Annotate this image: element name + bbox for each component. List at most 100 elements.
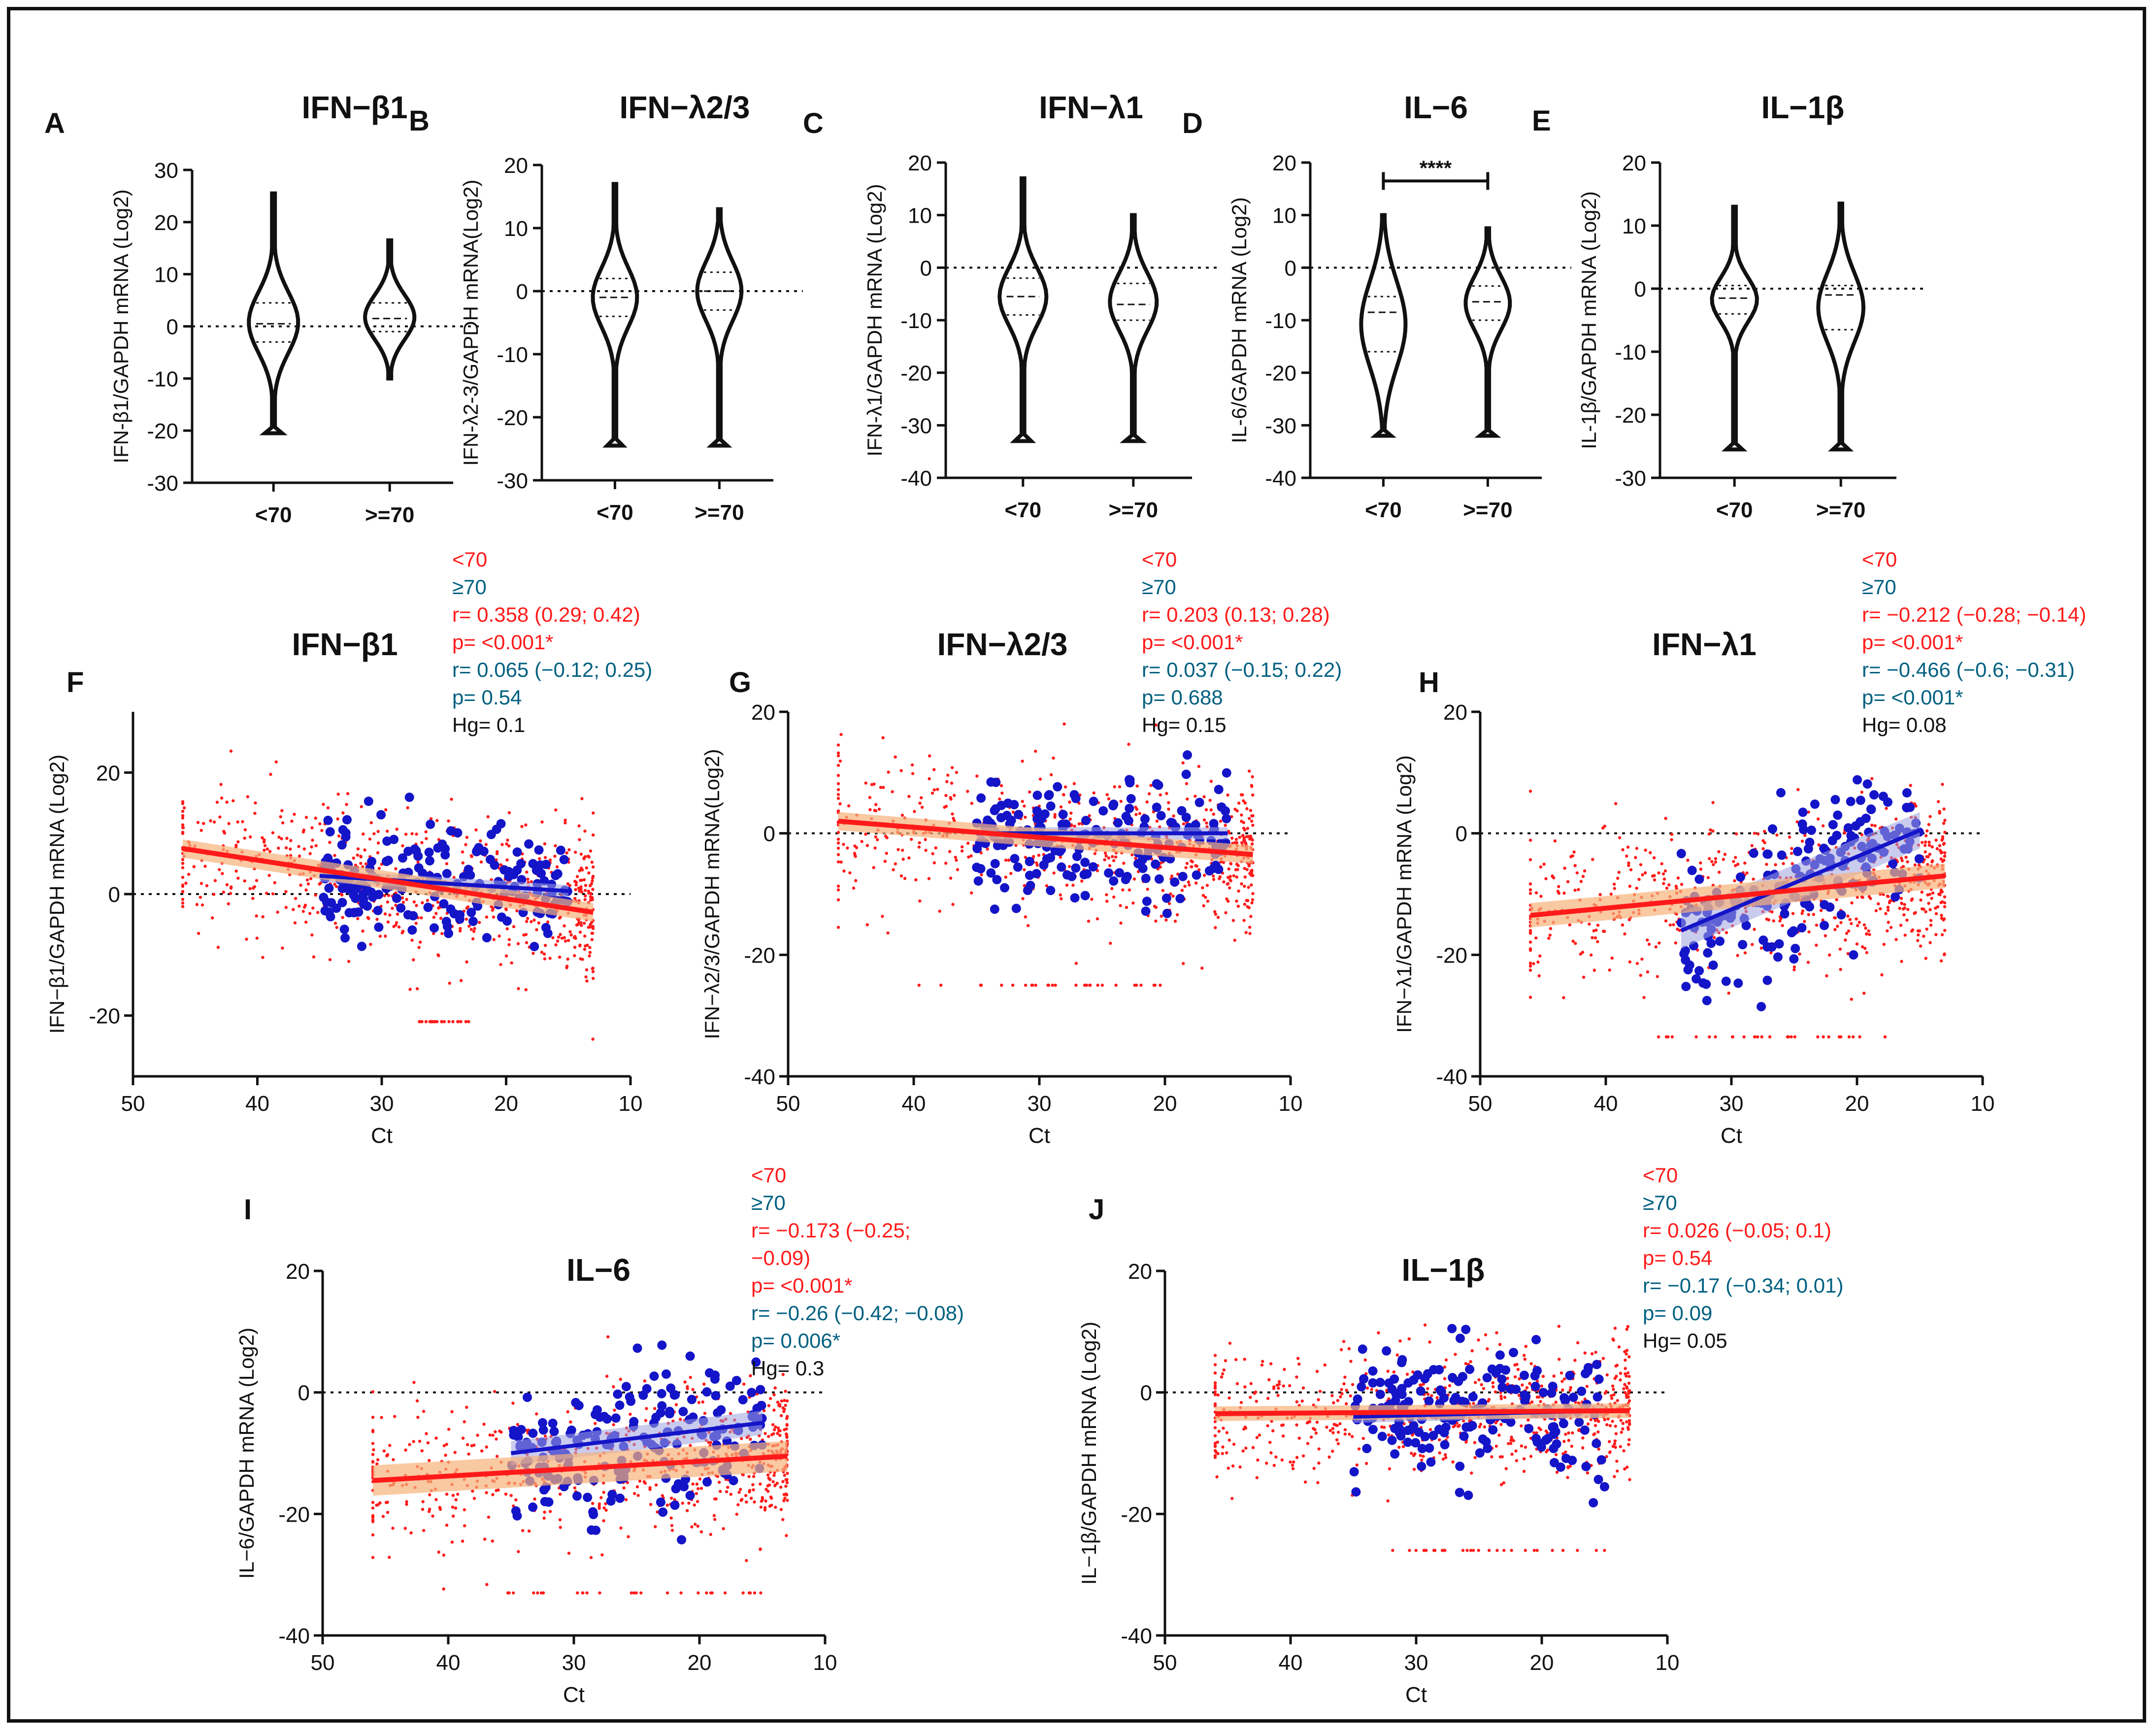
data-point-under-70 [484,843,488,846]
data-point-under-70 [199,882,203,885]
data-point-under-70 [425,837,428,840]
data-point-under-70 [200,903,204,907]
data-point-under-70 [326,806,330,810]
violin-under-70 [247,191,300,435]
data-point-under-70 [583,898,587,901]
data-point-under-70 [439,916,443,920]
data-point-under-70 [537,921,540,925]
chart-title-A: IFN−β1 [301,90,407,125]
data-point-under-70 [181,831,185,834]
data-point-under-70 [495,852,499,856]
data-point-under-70 [573,945,577,949]
data-point-under-70 [579,852,583,856]
y-tick-label: 0 [516,280,528,304]
data-point-under-70 [181,905,185,908]
y-tick-label: -10 [900,309,932,333]
data-point-under-70 [369,821,373,825]
x-tick-label: <70 [255,503,292,527]
data-point-under-70 [394,867,398,870]
data-point-under-70 [420,916,423,920]
data-point-under-70 [532,918,536,922]
data-point-under-70 [579,885,583,889]
data-point-under-70 [525,920,529,923]
data-point-under-70 [587,854,590,858]
data-point-under-70 [447,819,450,823]
data-point-under-70 [308,912,312,915]
data-point-under-70 [312,955,316,959]
data-point-under-70 [577,824,581,828]
data-point-under-70 [354,864,358,867]
data-point-under-70 [375,918,379,921]
data-point-under-70 [318,882,321,886]
data-point-under-70 [210,916,214,920]
data-point-under-70 [255,914,258,918]
data-point-under-70 [583,947,587,951]
data-point-under-70 [290,819,294,823]
data-point-under-70 [181,898,185,901]
data-point-under-70 [205,884,209,888]
data-point-under-70 [564,821,567,825]
data-point-under-70 [181,890,185,893]
data-point-under-70 [187,872,191,876]
data-point-under-70 [280,809,284,812]
data-point-under-70 [304,816,308,819]
data-point-under-70 [590,938,594,941]
y-tick-label: -20 [1265,362,1296,386]
data-point-under-70 [394,903,398,907]
x-tick-label: 50 [121,1092,145,1116]
data-point-under-70 [219,783,223,786]
data-point-under-70 [591,876,595,880]
data-point-under-70 [557,935,561,939]
data-point-under-70 [378,934,382,938]
data-point-under-70 [551,936,555,939]
data-point-under-70 [578,943,582,947]
data-point-under-70 [592,811,595,815]
y-tick-label: 20 [96,761,120,785]
data-point-under-70 [376,841,380,845]
x-tick-label: >=70 [1463,498,1512,522]
data-point-under-70 [459,979,463,982]
data-point-under-70 [362,832,365,836]
y-tick-label: -20 [89,1004,120,1029]
data-point-under-70 [517,987,520,991]
data-point-under-70 [516,942,520,945]
data-point-under-70 [578,838,581,841]
data-point-under-70 [580,797,584,800]
data-point-under-70 [216,945,220,949]
y-tick-label: 0 [108,883,120,907]
data-point-under-70 [558,955,562,959]
data-point-under-70 [308,852,312,856]
violin-over-70 [1463,226,1512,438]
data-point-under-70 [555,865,559,868]
data-point-under-70 [314,816,318,820]
y-tick-label: -20 [900,362,932,386]
data-point-under-70 [467,925,471,928]
data-point-under-70 [298,854,301,858]
data-point-under-70 [587,871,591,875]
data-point-under-70 [246,795,250,799]
y-axis-label: IFN−β1/GAPDH mRNA (Log2) [45,755,68,1034]
data-point-under-70 [383,894,387,898]
data-point-under-70 [591,865,595,869]
y-tick-label: -30 [497,469,528,493]
data-point-under-70 [432,932,435,935]
data-point-under-70 [486,815,490,819]
y-tick-label: 10 [504,217,528,241]
chart-title-C: IFN−λ1 [1039,90,1143,125]
data-point-under-70 [336,793,340,796]
data-point-under-70 [299,883,302,887]
y-tick-label: -20 [147,419,178,443]
data-point-under-70 [546,920,550,924]
data-point-under-70 [181,800,185,803]
data-point-under-70 [573,954,576,958]
x-tick-label: <70 [1004,498,1041,522]
data-point-under-70 [276,910,279,914]
y-tick-label: 0 [1634,277,1646,301]
data-point-under-70 [316,911,320,914]
y-tick-label: 20 [154,211,178,235]
data-point-under-70 [310,933,314,937]
data-point-under-70 [311,838,314,842]
data-point-under-70 [292,908,295,911]
data-point-under-70 [333,922,337,925]
data-point-under-70 [435,819,439,822]
